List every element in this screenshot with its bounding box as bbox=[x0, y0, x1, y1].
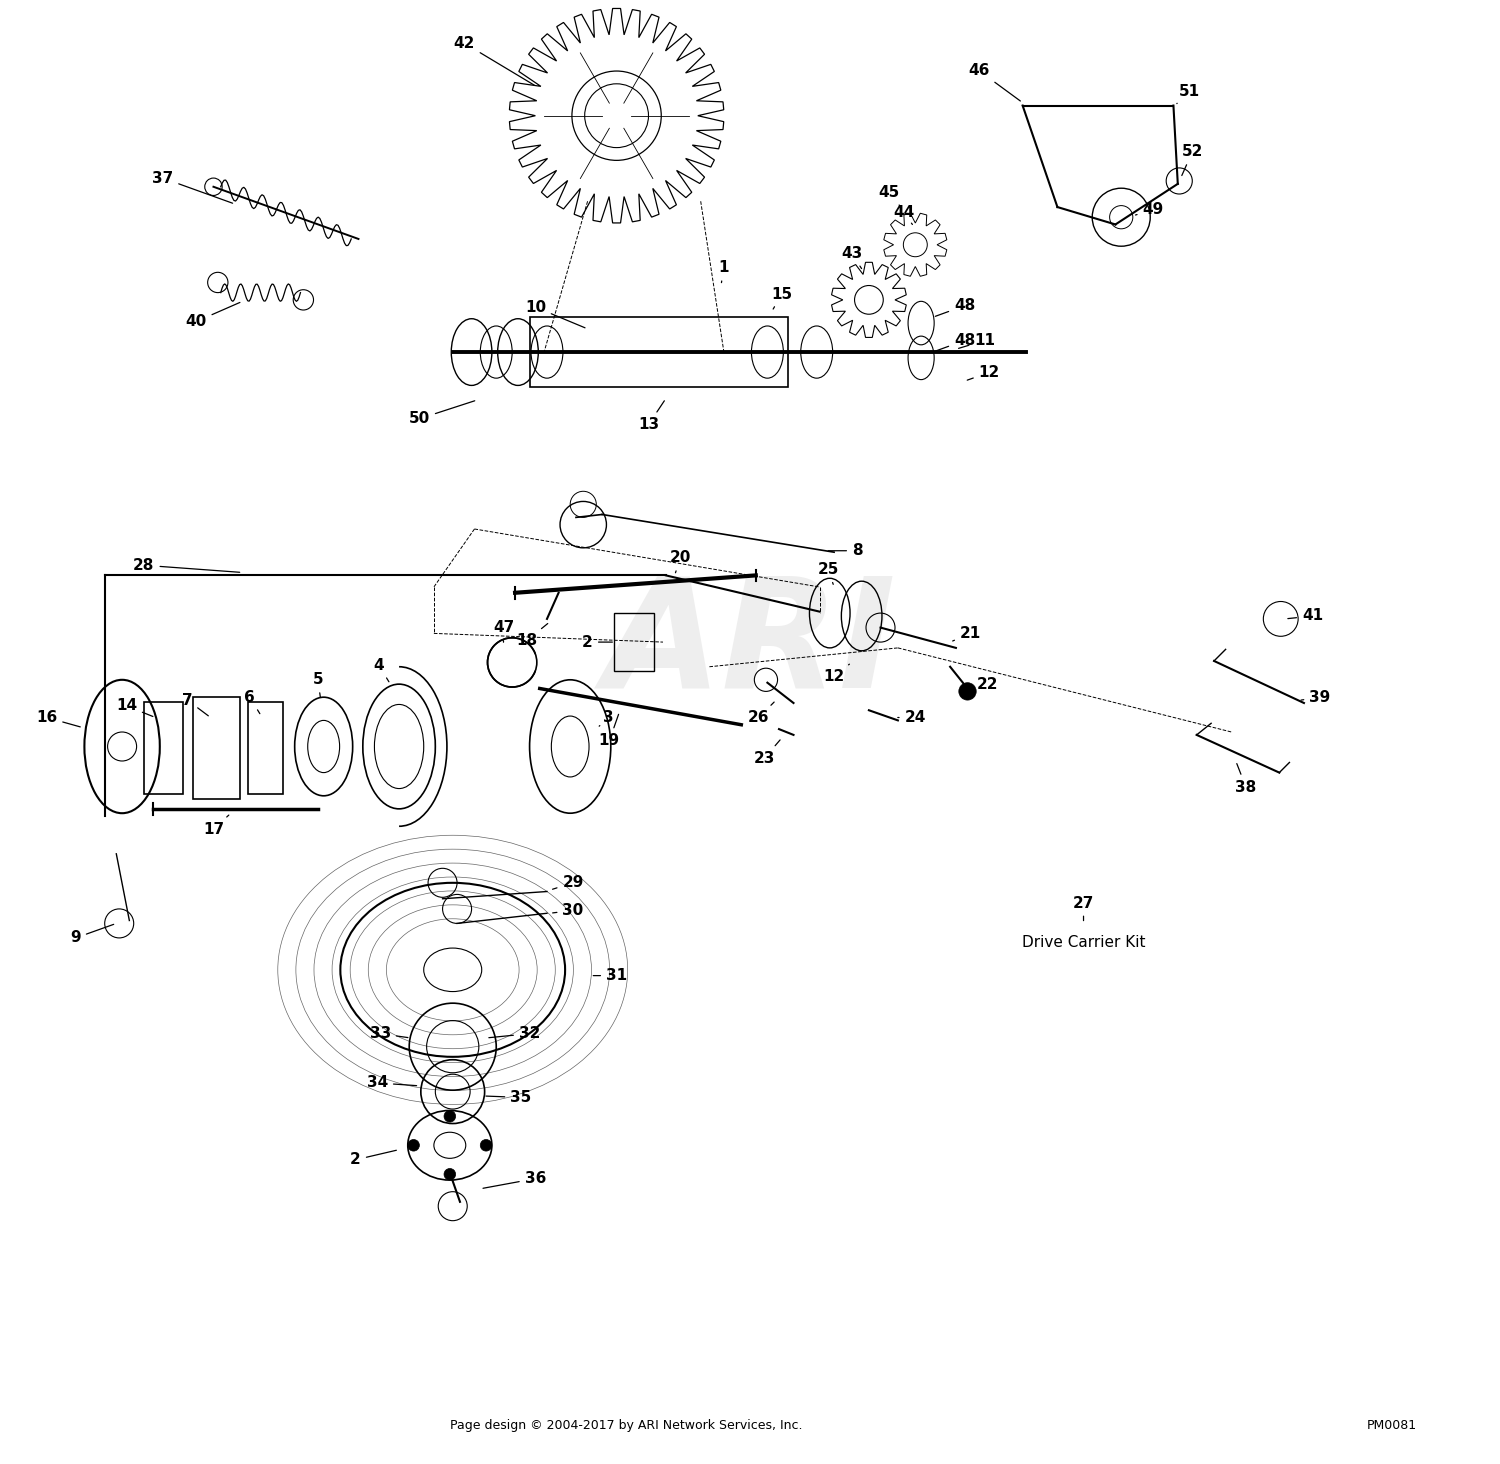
Text: 26: 26 bbox=[748, 703, 774, 725]
Text: 49: 49 bbox=[1136, 202, 1164, 218]
Text: 30: 30 bbox=[552, 903, 584, 918]
Text: 7: 7 bbox=[182, 692, 209, 716]
Text: 43: 43 bbox=[842, 246, 862, 268]
Text: 4: 4 bbox=[374, 657, 388, 682]
Text: 16: 16 bbox=[36, 710, 81, 728]
Text: 12: 12 bbox=[824, 665, 849, 684]
Text: 48: 48 bbox=[936, 299, 975, 316]
Text: 24: 24 bbox=[898, 710, 926, 725]
Text: 2: 2 bbox=[582, 634, 612, 650]
Text: 51: 51 bbox=[1178, 83, 1200, 104]
Text: 17: 17 bbox=[202, 815, 229, 836]
Text: 42: 42 bbox=[453, 35, 534, 85]
Bar bbox=[614, 613, 654, 671]
Text: 3: 3 bbox=[598, 710, 613, 726]
Text: 35: 35 bbox=[486, 1089, 531, 1105]
Circle shape bbox=[444, 1111, 456, 1121]
Text: 41: 41 bbox=[1288, 609, 1323, 624]
Text: 9: 9 bbox=[70, 924, 114, 946]
Text: 10: 10 bbox=[525, 300, 585, 328]
Bar bbox=[249, 701, 284, 795]
Text: 36: 36 bbox=[483, 1171, 546, 1189]
Text: 40: 40 bbox=[186, 303, 240, 329]
Circle shape bbox=[480, 1139, 492, 1151]
Text: 8: 8 bbox=[828, 543, 862, 558]
Text: 13: 13 bbox=[638, 401, 664, 432]
Text: 5: 5 bbox=[312, 672, 322, 697]
Text: 21: 21 bbox=[952, 627, 981, 641]
Text: 38: 38 bbox=[1236, 764, 1257, 795]
Text: Page design © 2004-2017 by ARI Network Services, Inc.: Page design © 2004-2017 by ARI Network S… bbox=[450, 1419, 802, 1432]
Text: PM0081: PM0081 bbox=[1366, 1419, 1417, 1432]
Text: 22: 22 bbox=[970, 676, 999, 691]
Circle shape bbox=[408, 1139, 420, 1151]
Text: 6: 6 bbox=[244, 690, 260, 713]
Text: 31: 31 bbox=[594, 968, 627, 984]
Text: 2: 2 bbox=[350, 1151, 396, 1167]
Text: Drive Carrier Kit: Drive Carrier Kit bbox=[1022, 935, 1146, 950]
Text: 29: 29 bbox=[552, 875, 584, 890]
Bar bbox=[194, 697, 240, 799]
Text: 12: 12 bbox=[968, 365, 1000, 381]
Text: 27: 27 bbox=[1072, 896, 1094, 921]
Text: 19: 19 bbox=[598, 714, 619, 748]
Text: 25: 25 bbox=[818, 562, 839, 584]
Text: 52: 52 bbox=[1182, 145, 1203, 176]
Text: 1: 1 bbox=[718, 261, 729, 283]
Text: 48: 48 bbox=[936, 332, 975, 351]
Text: 23: 23 bbox=[754, 739, 780, 766]
Text: 15: 15 bbox=[771, 287, 792, 309]
Text: 34: 34 bbox=[366, 1076, 417, 1091]
Text: 11: 11 bbox=[958, 332, 996, 348]
Text: 47: 47 bbox=[494, 621, 514, 643]
Text: 39: 39 bbox=[1300, 690, 1330, 704]
Text: 50: 50 bbox=[408, 401, 474, 426]
Text: 20: 20 bbox=[669, 550, 692, 572]
Text: 45: 45 bbox=[879, 184, 902, 206]
Text: 46: 46 bbox=[969, 63, 1020, 101]
Text: ARI: ARI bbox=[603, 571, 897, 719]
Text: 33: 33 bbox=[369, 1026, 408, 1041]
Text: 37: 37 bbox=[152, 171, 232, 203]
Circle shape bbox=[444, 1168, 456, 1180]
Text: 18: 18 bbox=[516, 624, 548, 649]
Text: 14: 14 bbox=[116, 698, 153, 716]
Text: 28: 28 bbox=[134, 558, 240, 572]
Text: 32: 32 bbox=[489, 1026, 540, 1041]
Text: 44: 44 bbox=[892, 205, 915, 224]
Bar bbox=[530, 318, 788, 386]
Circle shape bbox=[958, 682, 976, 700]
Bar bbox=[144, 701, 183, 795]
